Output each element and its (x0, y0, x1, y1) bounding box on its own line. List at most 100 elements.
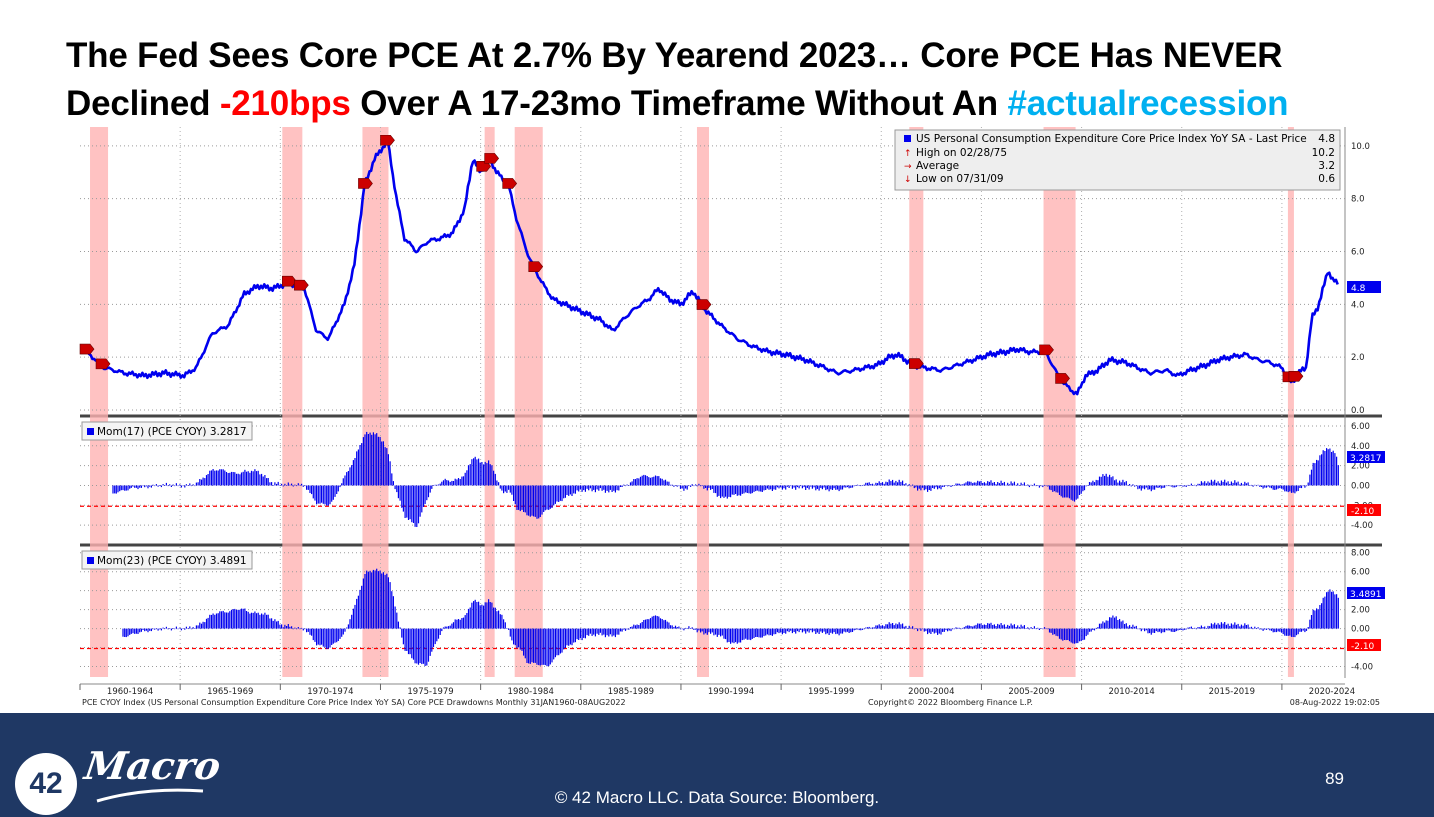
mom23-bar (970, 626, 972, 629)
mom23-bar (489, 602, 491, 629)
mom17-bar (977, 480, 979, 486)
mom17-bar (367, 434, 369, 486)
mom17-bar (516, 485, 518, 510)
mom23-bar (392, 596, 394, 629)
mom23-bar (723, 628, 725, 639)
mom17-bar (1292, 485, 1294, 493)
mom17-bar (327, 485, 329, 506)
mom23-bar (589, 628, 591, 634)
mom23-bar (721, 628, 723, 636)
mom17-bar (1149, 485, 1151, 490)
mom23-bar (885, 624, 887, 629)
mom23-bar (451, 623, 453, 629)
mom23-bar (224, 612, 226, 629)
mom23-bar (731, 628, 733, 643)
mom23-bar (743, 628, 745, 640)
mom17-bar (1038, 485, 1040, 488)
mom23-bar (1262, 628, 1264, 631)
mom23-bar (137, 628, 139, 634)
mom17-bar (486, 463, 488, 486)
mom17-bar (317, 485, 319, 504)
mom17-bar (195, 482, 197, 486)
mom23-bar (471, 602, 473, 629)
mom17-bar (558, 485, 560, 502)
recession-band (909, 127, 924, 677)
mom17-bar (1165, 485, 1167, 487)
mom17-bar (1274, 485, 1276, 490)
mom17-bar (978, 481, 980, 486)
mom23-bar (150, 628, 152, 632)
mom23-bar (609, 628, 611, 635)
mom23-bar (242, 608, 244, 629)
mom23-bar (548, 628, 550, 667)
mom17-bar (457, 478, 460, 486)
mom23-bar (651, 616, 653, 629)
mom17-bar (187, 485, 189, 486)
mom23-bar (1150, 628, 1152, 635)
mom23-bar (185, 626, 187, 629)
mom23-bar (1070, 628, 1072, 643)
mom23-bar (726, 628, 728, 643)
mom23-bar (494, 607, 496, 629)
mom17-bar (292, 485, 294, 487)
mom17-bar (897, 482, 899, 486)
mom23-bar (933, 628, 935, 634)
mom23-bar (571, 628, 573, 646)
mom23-bar (1132, 624, 1134, 629)
mom17-bar (518, 485, 520, 510)
mom17-bar (596, 485, 598, 490)
mom17-bar (569, 485, 571, 495)
mom17-bar (1307, 482, 1309, 486)
mom23-bar (1012, 625, 1014, 629)
mom23-bar (591, 628, 593, 636)
mom23-bar (1142, 628, 1144, 630)
mom23-bar (250, 612, 253, 629)
mom23-bar (1269, 628, 1271, 631)
mom23-bar (1264, 628, 1266, 630)
mom17-bar (616, 485, 618, 491)
mom23-bar (174, 628, 176, 630)
mom23-bar (546, 628, 548, 667)
mom17-bar (1065, 485, 1067, 498)
mom17-bar (793, 485, 795, 488)
mom23-bar (728, 628, 730, 642)
mom23-bar (230, 609, 233, 629)
mom23-bar (978, 623, 980, 629)
mom17-bar (608, 485, 610, 493)
mom23-bar (977, 623, 979, 629)
mom23-bar (943, 628, 945, 632)
mom23-bar (1194, 627, 1196, 629)
mom17-bar (538, 485, 540, 519)
mom23-bar (1035, 628, 1037, 630)
mom23-bar (649, 618, 652, 629)
mom17-bar (339, 485, 341, 488)
mom17-bar (957, 483, 959, 486)
mom17-bar (139, 485, 141, 488)
mom17-bar (1137, 485, 1139, 490)
mom17-bar (212, 469, 214, 486)
mom23-bar (189, 626, 191, 629)
x-tick-label: 1975-1979 (407, 687, 453, 697)
mom23-bar (930, 628, 932, 634)
mom17-bar (1018, 485, 1020, 486)
mom23-bar (664, 619, 667, 629)
mom23-bar (339, 628, 341, 639)
mom17-bar (1053, 485, 1056, 492)
mom23-bar (1247, 624, 1249, 629)
mom17-bar (841, 485, 844, 490)
mom17-bar (786, 485, 788, 487)
mom17-bar (1260, 485, 1263, 487)
mom23-bar (239, 609, 241, 629)
mom17-bar (810, 485, 812, 487)
mom17-bar (728, 485, 730, 497)
mom17-bar (654, 475, 657, 486)
mom17-bar (908, 484, 910, 486)
drawdown-marker-icon (358, 178, 373, 189)
mom23-bar (952, 628, 954, 630)
mom17-bar (1100, 476, 1102, 486)
mom17-bar (344, 475, 346, 486)
mom17-bar (429, 485, 431, 493)
mom23-bar (164, 628, 166, 630)
mom23-bar (990, 622, 992, 629)
mom23-bar (992, 625, 994, 629)
